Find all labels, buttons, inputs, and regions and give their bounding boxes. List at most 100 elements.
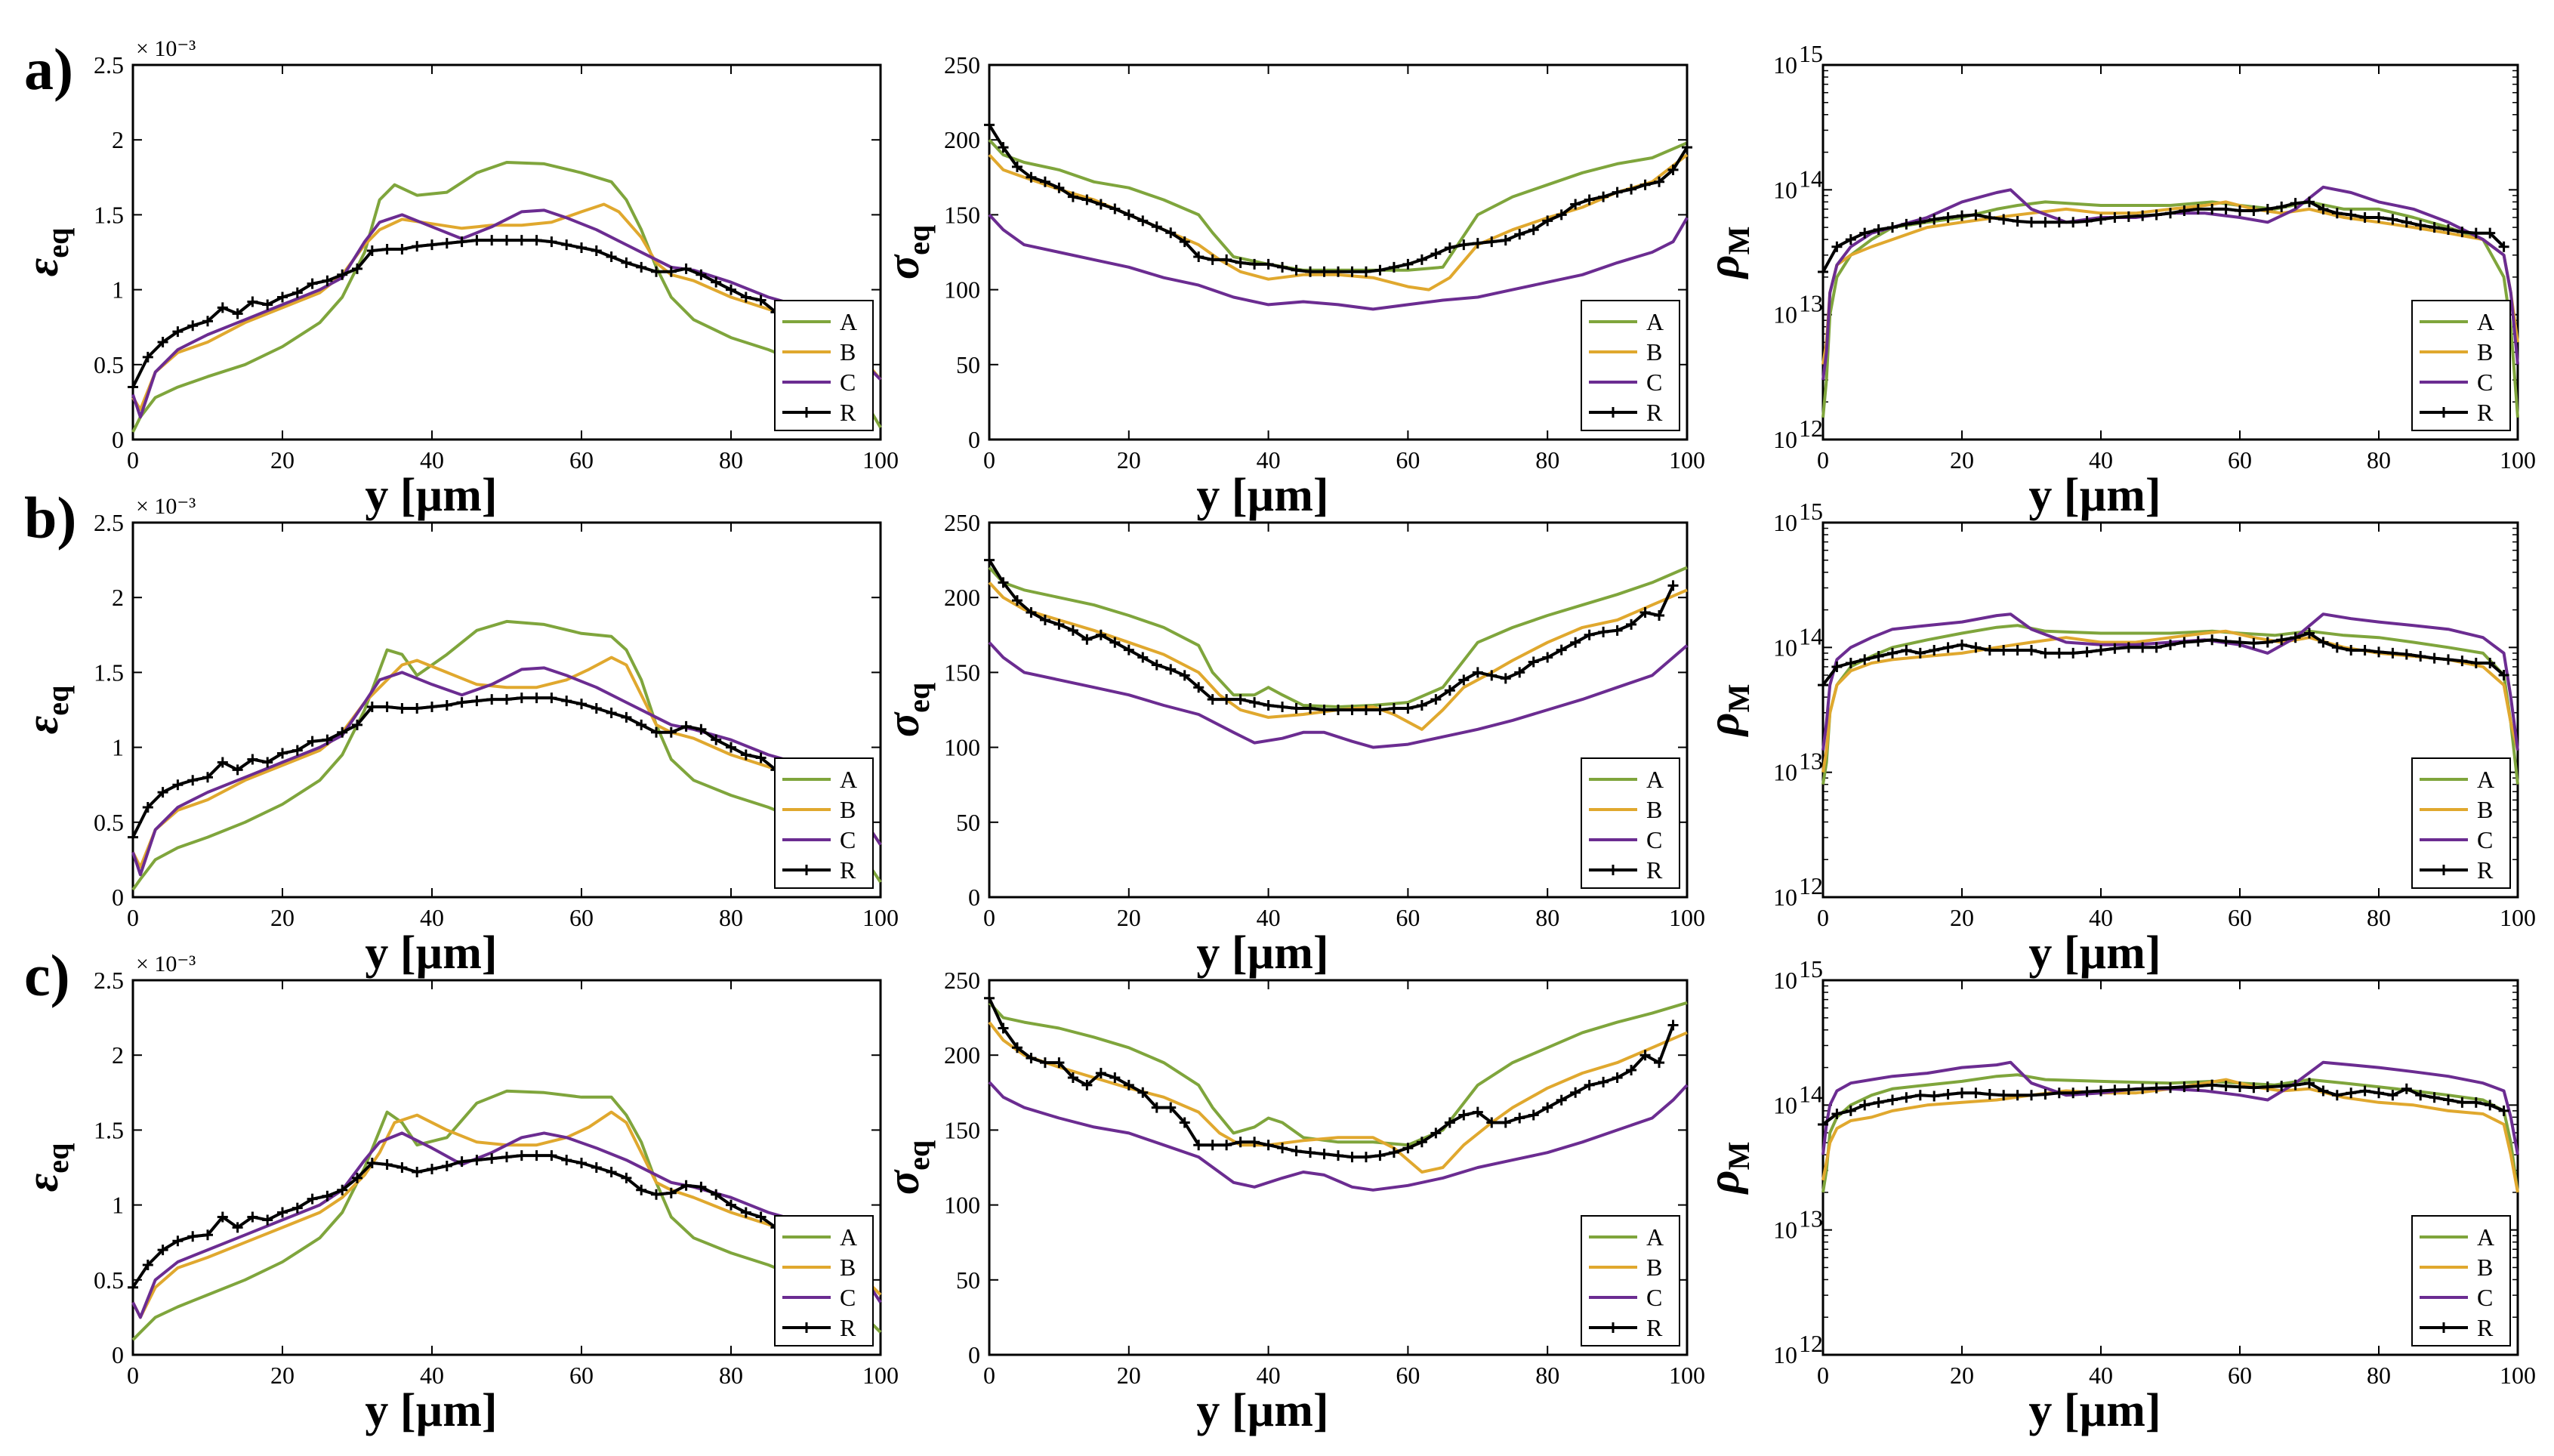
series-marker-R xyxy=(561,696,572,707)
series-marker-R xyxy=(2498,241,2509,252)
series-line-R xyxy=(131,239,777,388)
series-marker-R xyxy=(322,275,333,286)
series-marker-R xyxy=(2276,1081,2287,1092)
series-marker-R xyxy=(2387,1090,2398,1101)
series-marker-R xyxy=(1887,1094,1898,1106)
series-marker-R xyxy=(2457,227,2468,238)
y-tick-exponent: 14 xyxy=(1799,622,1823,649)
series-marker-R xyxy=(187,320,199,332)
series-marker-R xyxy=(1179,1117,1190,1128)
series-marker-R xyxy=(1584,1079,1595,1090)
series-marker-R xyxy=(2068,647,2079,659)
x-tick-label: 60 xyxy=(569,1362,594,1389)
series-marker-R xyxy=(232,764,243,776)
x-tick-label: 20 xyxy=(270,446,295,474)
series-line-C xyxy=(1821,1060,2519,1155)
y-axis-symbol: ε xyxy=(17,1173,67,1192)
series-marker-R xyxy=(740,292,751,303)
series-marker-R xyxy=(1598,626,1609,637)
series-marker-R xyxy=(501,1152,512,1163)
y-tick-label: 250 xyxy=(944,51,980,79)
panel-c-eps: 0 20 40 60 80 100 0 0.5 1 1.5 2 2.5 × 10⁻³ y [µm] εeq A… xyxy=(17,952,899,1436)
x-tick-label: 60 xyxy=(569,904,594,931)
x-tick-label: 60 xyxy=(1396,1362,1420,1389)
series-line-C xyxy=(131,666,882,877)
y-axis-label: σeq xyxy=(878,1140,936,1195)
series-marker-R xyxy=(984,554,995,566)
series-marker-R xyxy=(2151,209,2162,221)
series-marker-R xyxy=(1430,1127,1442,1139)
series-marker-R xyxy=(1901,1092,1912,1103)
x-tick-label: 40 xyxy=(420,446,444,474)
x-tick-label: 20 xyxy=(270,904,295,931)
series-marker-R xyxy=(128,831,138,843)
series-marker-R xyxy=(217,1211,228,1223)
series-marker-R xyxy=(2401,217,2412,228)
y-tick-label: 2 xyxy=(112,584,124,611)
series-line-R xyxy=(988,559,1675,711)
series-line-A xyxy=(131,619,882,891)
series-marker-R xyxy=(2040,647,2051,659)
legend-label-C: C xyxy=(1646,1284,1662,1311)
series-marker-R xyxy=(1235,257,1246,268)
series-marker-R xyxy=(2248,637,2259,649)
y-tick-label: 10 xyxy=(1773,1217,1797,1244)
series-line-B xyxy=(131,202,882,412)
legend-marker-R xyxy=(2438,407,2449,418)
series-marker-R xyxy=(1942,1089,1954,1100)
series-marker-R xyxy=(2081,1086,2093,1097)
series-marker-R xyxy=(381,244,393,255)
series-marker-R xyxy=(1179,236,1190,248)
y-tick-label: 10 xyxy=(1773,634,1797,661)
series-marker-R xyxy=(366,1158,378,1169)
y-axis-label: ρM xyxy=(1698,1142,1756,1195)
series-marker-R xyxy=(1388,261,1399,273)
series-marker-R xyxy=(1305,266,1316,277)
series-marker-R xyxy=(1207,694,1218,705)
series-marker-R xyxy=(1528,656,1539,668)
x-tick-label: 80 xyxy=(719,1362,743,1389)
series-marker-R xyxy=(2207,203,2218,214)
series-marker-R xyxy=(1845,657,1856,668)
series-marker-R xyxy=(696,723,707,735)
series-marker-R xyxy=(456,697,467,708)
y-tick-label: 150 xyxy=(944,201,980,228)
series-marker-R xyxy=(157,1245,168,1256)
series-marker-R xyxy=(2179,205,2190,217)
legend-label-R: R xyxy=(1646,399,1663,426)
series-marker-R xyxy=(1458,674,1470,686)
series-marker-R xyxy=(651,266,662,277)
legend-label-A: A xyxy=(840,766,857,793)
series-marker-R xyxy=(486,694,498,705)
series-marker-R xyxy=(998,577,1009,588)
series-marker-R xyxy=(1556,644,1567,656)
series-marker-R xyxy=(1984,1089,1995,1100)
series-marker-R xyxy=(471,1155,483,1166)
series-marker-R xyxy=(1011,595,1023,606)
series-marker-R xyxy=(202,1229,213,1241)
series-marker-R xyxy=(2165,639,2176,650)
series-marker-R xyxy=(366,702,378,713)
y-tick-label: 10 xyxy=(1773,1341,1797,1368)
series-line-C xyxy=(988,214,1689,311)
x-tick-label: 20 xyxy=(1950,904,1974,931)
series-marker-R xyxy=(1333,705,1343,715)
series-marker-R xyxy=(322,1190,333,1202)
series-marker-R xyxy=(740,1207,751,1218)
series-marker-R xyxy=(1570,1087,1581,1098)
series-marker-R xyxy=(2165,1082,2176,1094)
series-marker-R xyxy=(1929,1090,1940,1102)
series-marker-R xyxy=(441,1161,452,1172)
x-tick-label: 100 xyxy=(1669,446,1705,474)
series-line-A xyxy=(1821,1073,2519,1193)
series-marker-R xyxy=(2304,1078,2315,1089)
series-marker-R xyxy=(651,726,662,738)
series-marker-R xyxy=(2096,214,2106,225)
series-marker-R xyxy=(1067,1072,1078,1083)
series-marker-R xyxy=(501,235,512,246)
series-marker-R xyxy=(1123,644,1134,656)
y-axis-subscript: eq xyxy=(41,686,75,716)
series-marker-R xyxy=(366,245,378,257)
